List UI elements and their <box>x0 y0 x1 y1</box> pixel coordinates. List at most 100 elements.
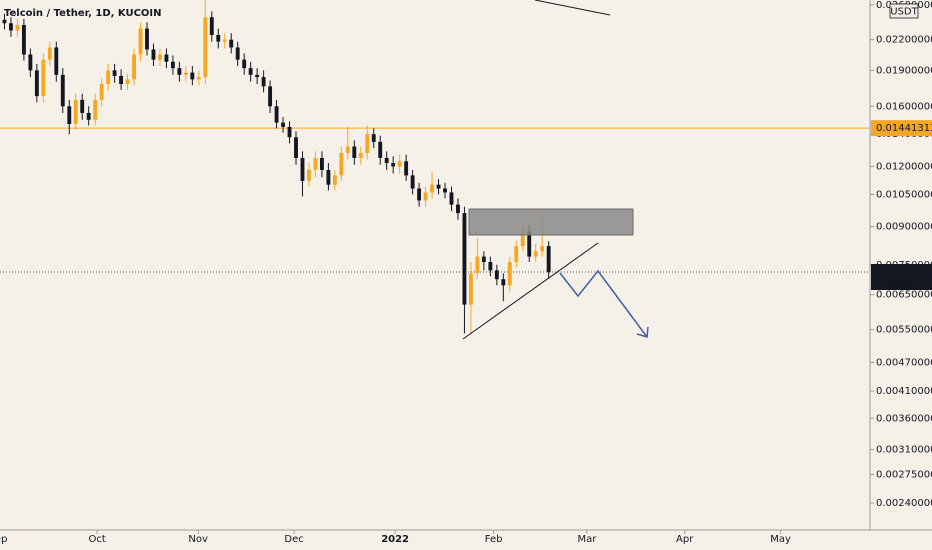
y-tick-label: 0.00360000 <box>876 413 932 424</box>
candle-body <box>494 270 499 280</box>
candle-body <box>507 261 512 286</box>
currency-label: USDT <box>890 7 918 18</box>
level-label-box <box>871 120 932 137</box>
candle-body <box>9 23 13 31</box>
y-tick-label: 0.00310000 <box>876 445 932 456</box>
countdown-label: 02:00:12 <box>881 278 926 289</box>
candle-body <box>449 192 454 205</box>
arrow-head <box>636 326 649 338</box>
y-tick-label: 0.02200000 <box>876 35 932 46</box>
candle-body <box>21 25 26 55</box>
y-tick-label: 0.00470000 <box>876 358 932 369</box>
candle-body <box>203 17 208 78</box>
candle-body <box>294 137 298 158</box>
candle-body <box>339 152 344 176</box>
candle-body <box>54 47 59 75</box>
candle-body <box>436 184 441 189</box>
candle-body <box>170 61 175 69</box>
y-tick-label: 0.01600000 <box>876 101 932 112</box>
candle-body <box>358 152 363 158</box>
candle-body <box>319 157 324 170</box>
candle-body <box>93 99 98 120</box>
candle-body <box>268 86 273 107</box>
y-tick-label: 0.00240000 <box>876 498 932 509</box>
zone-box <box>468 208 634 236</box>
candle-body <box>255 74 260 78</box>
candle-body <box>307 169 311 181</box>
candle-body <box>410 175 415 189</box>
candle-body <box>151 49 156 60</box>
x-tick-label: Nov <box>188 534 208 545</box>
candle-body <box>164 54 169 62</box>
candle-body <box>520 231 525 247</box>
candle-body <box>190 72 195 80</box>
x-tick-label: Sep <box>0 534 7 545</box>
candle-body <box>481 256 486 262</box>
candle-body <box>456 204 460 214</box>
candle-body <box>196 77 201 80</box>
x-tick-label: Dec <box>284 534 303 545</box>
candle-body <box>281 122 285 127</box>
candle-body <box>326 169 331 185</box>
candle-body <box>235 47 240 60</box>
y-tick-label: 0.00550000 <box>876 325 932 336</box>
candle-body <box>365 134 370 153</box>
candle-body <box>229 39 234 48</box>
y-tick-label: 0.00650000 <box>876 290 932 301</box>
candle-body <box>119 75 124 85</box>
currency-box <box>889 3 919 19</box>
candle-body <box>274 106 279 123</box>
candle-body <box>242 59 247 69</box>
candle-body <box>80 99 85 113</box>
candle-body <box>423 192 428 201</box>
candle-body <box>384 157 389 164</box>
trend-line <box>462 242 599 340</box>
candle-body <box>540 246 545 252</box>
candle-body <box>488 261 493 271</box>
time-axis <box>0 530 932 550</box>
y-tick-label: 0.01900000 <box>876 65 932 76</box>
candle-body <box>158 54 162 60</box>
chart-title: Telcoin / Tether, 1D, KUCOIN <box>4 8 162 19</box>
y-tick-label: 0.00900000 <box>876 222 932 233</box>
candle-body <box>106 70 111 85</box>
candle-body <box>371 134 376 142</box>
candle-body <box>60 74 65 107</box>
candle-body <box>300 157 305 181</box>
candle-body <box>352 146 357 158</box>
last-price-box <box>871 264 932 291</box>
candle-body <box>67 106 72 125</box>
candle-body <box>112 70 117 76</box>
candle-body <box>443 188 447 193</box>
candle-body <box>216 35 221 42</box>
candle-body <box>533 251 538 257</box>
level-label: 0.01441313 <box>876 123 932 134</box>
candle-body <box>138 28 143 55</box>
candle-body <box>527 231 532 257</box>
projection-arrow <box>559 269 648 338</box>
candle-body <box>332 175 337 185</box>
candle-body <box>99 84 104 100</box>
candle-body <box>73 99 78 125</box>
x-tick-label: Feb <box>485 534 503 545</box>
y-tick-label: 0.01050000 <box>876 189 932 200</box>
plot <box>0 0 870 334</box>
candle-body <box>261 77 266 87</box>
x-tick-label: May <box>770 534 791 545</box>
candle-body <box>514 246 519 262</box>
y-tick-label: 0.00410000 <box>876 386 932 397</box>
trend-line <box>534 0 611 16</box>
candle-body <box>468 273 473 305</box>
candle-body <box>132 54 136 80</box>
candle-body <box>475 256 480 274</box>
candle-body <box>345 146 350 153</box>
candle-body <box>404 161 409 176</box>
candle-body <box>15 25 20 31</box>
candle-body <box>430 184 434 193</box>
y-tick-label: 0.01200000 <box>876 161 932 172</box>
candle-body <box>86 112 91 120</box>
candle-body <box>177 68 182 75</box>
